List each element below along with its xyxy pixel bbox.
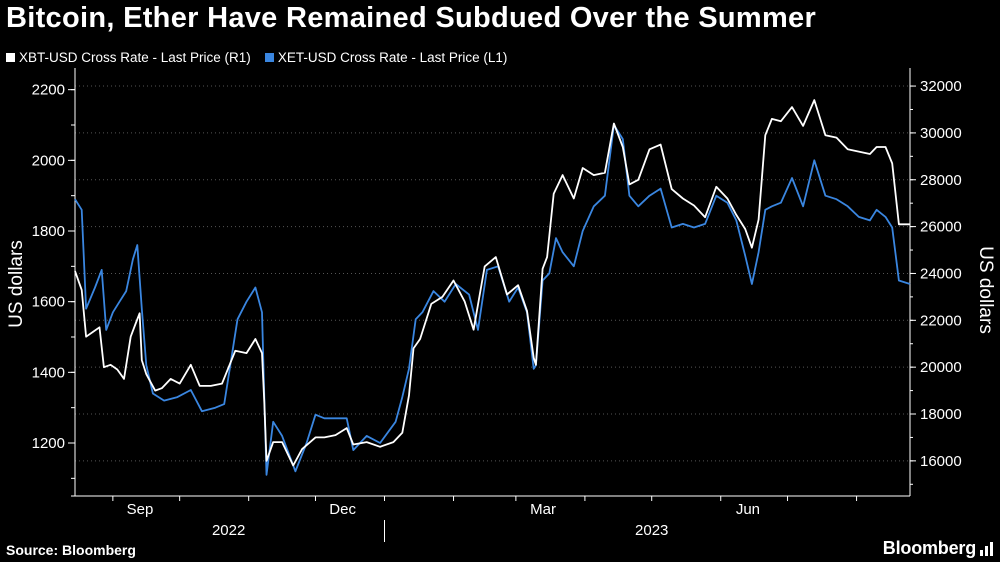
axes	[68, 68, 916, 542]
year-label: 2023	[635, 522, 668, 539]
left-tick-label: 1600	[32, 294, 65, 311]
right-tick-label: 26000	[920, 219, 962, 236]
legend-swatch-xbt	[6, 53, 15, 62]
right-tick-label: 20000	[920, 359, 962, 376]
x-tick-label: Dec	[329, 501, 356, 518]
series-line-xbt	[74, 99, 910, 467]
x-tick-label: Mar	[530, 501, 556, 518]
brand-logo: Bloomberg	[882, 538, 976, 558]
left-tick-label: 1800	[32, 223, 65, 240]
left-tick-label: 2200	[32, 82, 65, 99]
legend-swatch-xet	[264, 53, 274, 62]
right-tick-label: 24000	[920, 265, 962, 282]
left-tick-label: 1400	[32, 364, 65, 381]
series-layer	[74, 99, 911, 476]
chart-title: Bitcoin, Ether Have Remained Subdued Ove…	[6, 2, 817, 34]
gridlines	[75, 85, 910, 462]
right-tick-label: 18000	[920, 406, 962, 423]
x-tick-label: Sep	[127, 501, 154, 518]
left-tick-label: 2000	[32, 152, 65, 169]
x-tick-label: Jun	[736, 501, 760, 518]
legend-item-xet: XET-USD Cross Rate - Last Price (L1)	[264, 50, 508, 65]
axis-labels: 1200 1400 1600 1800 2000 2200 16000 18000 20000 2…	[6, 78, 996, 539]
legend-label-xet: XET-USD Cross Rate - Last Price (L1)	[277, 50, 508, 65]
right-tick-label: 30000	[920, 125, 962, 142]
source-note: Source: Bloomberg	[6, 542, 136, 558]
legend: XBT-USD Cross Rate - Last Price (R1) XET…	[6, 50, 507, 65]
right-tick-label: 28000	[920, 172, 962, 189]
bar-chart-icon	[980, 542, 993, 556]
series-line-xet	[74, 124, 911, 476]
right-tick-label: 22000	[920, 312, 962, 329]
right-tick-label: 16000	[920, 453, 962, 470]
legend-item-xbt: XBT-USD Cross Rate - Last Price (R1)	[6, 50, 251, 65]
left-tick-label: 1200	[32, 435, 65, 452]
right-tick-label: 32000	[920, 78, 962, 95]
legend-label-xbt: XBT-USD Cross Rate - Last Price (R1)	[19, 50, 251, 65]
right-axis-title: US dollars	[975, 246, 996, 334]
year-label: 2022	[212, 522, 245, 539]
left-axis-title: US dollars	[6, 240, 27, 328]
